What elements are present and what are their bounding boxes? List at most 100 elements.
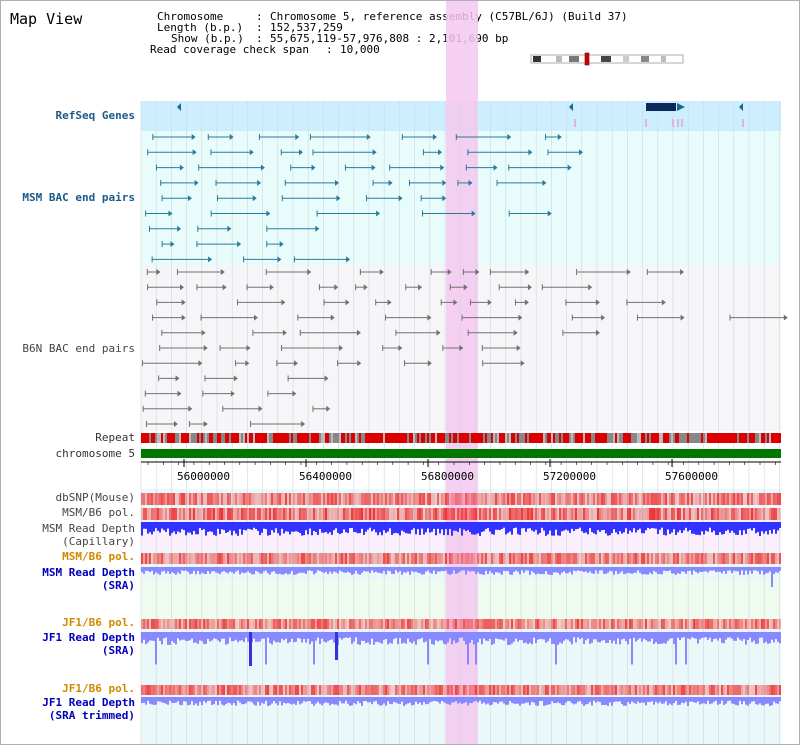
- repeat-segment: [477, 433, 479, 443]
- dbsnp-cell: [515, 493, 517, 505]
- msm-b6-pol-cell: [611, 508, 613, 520]
- dbsnp-cell: [313, 493, 315, 505]
- msm-b6-pol-cell: [155, 508, 157, 520]
- jf1-trimmed-depth-bar: [267, 697, 269, 706]
- dbsnp-cell: [627, 493, 629, 505]
- jf1-b6-pol-cell: [683, 619, 685, 629]
- jf1-b6-pol-cell: [327, 619, 329, 629]
- jf1-b6-pol-cell: [633, 685, 635, 695]
- msm-b6-pol-cell: [557, 508, 559, 520]
- msm-sra-depth-bar: [537, 567, 539, 574]
- jf1-sra-depth-bar: [253, 632, 255, 639]
- b6n-bac-pair-end: [527, 284, 532, 291]
- track-label-dbsnp[interactable]: dbSNP(Mouse): [55, 491, 135, 504]
- repeat-segment: [711, 433, 713, 443]
- track-label-jf1-depth-trim[interactable]: JF1 Read Depth: [42, 696, 135, 709]
- jf1-sra-depth-bar: [521, 632, 523, 641]
- dbsnp-cell: [753, 493, 755, 505]
- track-label-refseq[interactable]: RefSeq Genes: [55, 109, 135, 122]
- repeat-segment: [205, 433, 207, 443]
- msm-capillary-depth-bar: [561, 522, 563, 532]
- b6n-bac-pair-end: [198, 360, 203, 367]
- msm-b6-pol-cell: [727, 553, 729, 564]
- msm-sra-depth-bar: [439, 567, 441, 572]
- track-label-msm-b6-pol-1[interactable]: MSM/B6 pol.: [62, 506, 135, 519]
- jf1-b6-pol-cell: [639, 685, 641, 695]
- repeat-segment: [329, 433, 331, 443]
- jf1-b6-pol-cell: [435, 619, 437, 629]
- dbsnp-cell: [649, 493, 651, 505]
- msm-b6-pol-cell: [467, 508, 469, 520]
- msm-b6-pol-cell: [577, 508, 579, 520]
- jf1-b6-pol-cell: [153, 619, 155, 629]
- track-label-jf1-b6-pol-1[interactable]: JF1/B6 pol.: [62, 616, 135, 629]
- track-label-b6n-bac[interactable]: B6N BAC end pairs: [22, 342, 135, 355]
- jf1-b6-pol-cell: [235, 619, 237, 629]
- track-label-jf1-b6-pol-2[interactable]: JF1/B6 pol.: [62, 682, 135, 695]
- jf1-trimmed-depth-bar: [651, 697, 653, 702]
- msm-bac-pair-end: [315, 225, 320, 232]
- dbsnp-cell: [643, 493, 645, 505]
- b6n-bac-pair-end: [233, 375, 238, 382]
- jf1-b6-pol-cell: [565, 685, 567, 695]
- msm-b6-pol-cell: [279, 553, 281, 564]
- msm-sra-depth-bar: [165, 567, 167, 574]
- msm-capillary-depth-bar: [157, 522, 159, 531]
- jf1-sra-depth-bar: [561, 632, 563, 644]
- msm-sra-depth-bar: [687, 567, 689, 572]
- gene-arrow: [569, 103, 573, 111]
- dbsnp-cell: [273, 493, 275, 505]
- msm-b6-pol-cell: [405, 553, 407, 564]
- jf1-b6-pol-cell: [383, 619, 385, 629]
- jf1-b6-pol-cell: [567, 619, 569, 629]
- msm-sra-depth-bar: [357, 567, 359, 574]
- msm-bac-pair-end: [298, 149, 303, 156]
- repeat-segment: [251, 433, 253, 443]
- dbsnp-cell: [245, 493, 247, 505]
- repeat-segment: [447, 433, 449, 443]
- track-label-msm-depth-cap[interactable]: MSM Read Depth: [42, 522, 135, 535]
- msm-b6-pol-cell: [221, 553, 223, 564]
- jf1-sra-depth-bar: [531, 632, 533, 645]
- msm-sra-depth-bar: [609, 567, 611, 571]
- jf1-b6-pol-cell: [777, 685, 779, 695]
- repeat-segment: [433, 433, 435, 443]
- msm-sra-depth-bar: [159, 567, 161, 575]
- jf1-trimmed-depth-bar: [743, 697, 745, 702]
- msm-bac-pair-end: [371, 164, 376, 171]
- b6n-bac-pair-end: [595, 329, 600, 336]
- jf1-sra-depth-bar: [509, 632, 511, 645]
- msm-capillary-depth-bar: [663, 522, 665, 535]
- msm-b6-pol-cell: [701, 553, 703, 564]
- jf1-b6-pol-cell: [591, 685, 593, 695]
- msm-capillary-depth-bar: [391, 522, 393, 535]
- msm-sra-depth-bar: [253, 567, 255, 575]
- jf1-b6-pol-cell: [333, 685, 335, 695]
- track-label-jf1-depth-sra[interactable]: JF1 Read Depth: [42, 631, 135, 644]
- repeat-segment: [151, 433, 153, 443]
- track-label-msm-b6-pol-2[interactable]: MSM/B6 pol.: [62, 550, 135, 563]
- msm-capillary-depth-bar: [615, 522, 617, 533]
- msm-sra-depth-bar: [503, 567, 505, 571]
- msm-sra-depth-bar: [615, 567, 617, 572]
- msm-capillary-depth-bar: [393, 522, 395, 534]
- repeat-segment: [775, 433, 777, 443]
- jf1-b6-pol-cell: [657, 619, 659, 629]
- msm-sra-depth-bar: [151, 567, 153, 571]
- track-label-msm-bac[interactable]: MSM BAC end pairs: [22, 191, 135, 204]
- msm-capillary-depth-bar: [647, 522, 649, 528]
- msm-capillary-depth-bar: [493, 522, 495, 535]
- track-label-repeat[interactable]: Repeat: [95, 431, 135, 444]
- jf1-sra-depth-bar: [695, 632, 697, 639]
- dbsnp-cell: [613, 493, 615, 505]
- jf1-trimmed-depth-bar: [467, 697, 469, 706]
- track-label-msm-depth-sra[interactable]: MSM Read Depth: [42, 566, 135, 579]
- jf1-b6-pol-cell: [309, 685, 311, 695]
- msm-b6-pol-cell: [153, 508, 155, 520]
- msm-b6-pol-cell: [663, 553, 665, 564]
- repeat-segment: [537, 433, 539, 443]
- msm-bac-pair-end: [229, 134, 234, 140]
- dbsnp-cell: [425, 493, 427, 505]
- msm-capillary-depth-bar: [333, 522, 335, 531]
